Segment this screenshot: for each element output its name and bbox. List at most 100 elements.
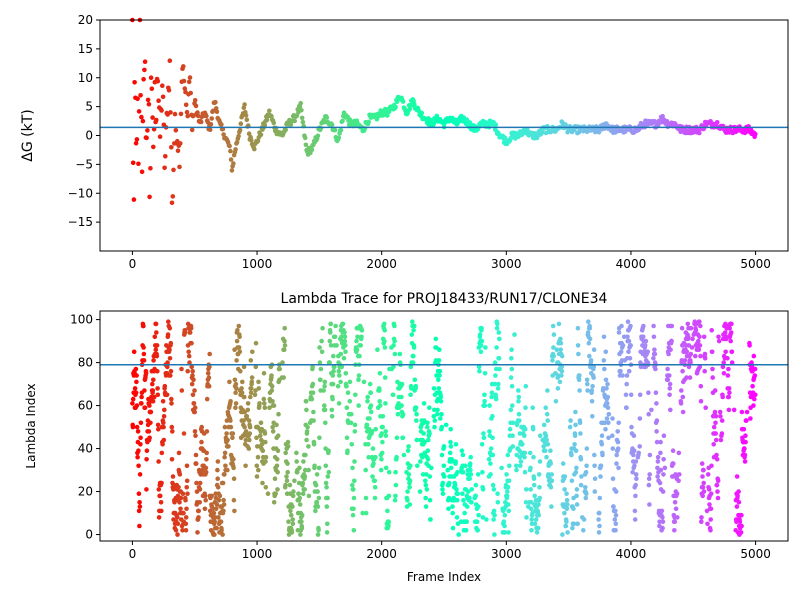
lambda-point — [156, 459, 161, 464]
lambda-point — [421, 431, 426, 436]
lambda-point — [611, 504, 616, 509]
lambda-point — [148, 409, 154, 415]
lambda-point — [495, 491, 500, 497]
lambda-point — [439, 452, 445, 458]
lambda-point — [649, 407, 654, 413]
lambda-point — [597, 523, 602, 529]
lambda-point — [535, 525, 541, 531]
lambda-point — [480, 469, 485, 475]
lambda-point — [480, 487, 486, 492]
delta-g-point — [238, 121, 244, 126]
lambda-point — [641, 323, 646, 329]
lambda-point — [271, 403, 277, 408]
lambda-point — [743, 433, 748, 439]
delta-g-point — [182, 86, 188, 91]
lambda-point — [342, 334, 348, 340]
lambda-point — [394, 454, 399, 460]
lambda-point — [334, 343, 339, 348]
delta-g-point — [189, 127, 195, 133]
lambda-point — [436, 386, 442, 391]
delta-g-point — [539, 130, 545, 135]
lambda-point — [528, 487, 533, 492]
lambda-point — [665, 377, 671, 383]
lambda-point — [459, 448, 465, 454]
lambda-point — [682, 358, 688, 363]
lambda-point — [354, 347, 360, 353]
lambda-point — [309, 396, 315, 402]
lambda-point — [487, 429, 492, 434]
lambda-point — [297, 465, 302, 471]
lambda-point — [711, 442, 716, 447]
lambda-point — [219, 528, 224, 533]
lambda-point — [570, 525, 575, 531]
lambda-point — [448, 426, 454, 432]
lambda-point — [234, 358, 239, 363]
lambda-point — [383, 433, 389, 439]
delta-g-point — [283, 127, 289, 133]
lambda-point — [156, 426, 161, 432]
delta-g-point — [227, 143, 232, 149]
lambda-point — [660, 519, 666, 524]
lambda-point — [275, 448, 281, 454]
lambda-point — [297, 502, 303, 507]
lambda-point — [203, 497, 208, 503]
lambda-point — [628, 392, 634, 398]
lambda-point — [185, 491, 190, 497]
lambda-point — [207, 351, 212, 357]
lambda-point — [700, 493, 705, 499]
delta-g-point — [142, 67, 147, 73]
delta-g-point — [525, 127, 530, 132]
lambda-point — [263, 459, 268, 464]
lambda-point — [405, 448, 411, 454]
lambda-point — [192, 388, 197, 393]
lambda-point — [738, 530, 744, 535]
lambda-point — [475, 528, 481, 533]
lambda-point — [130, 401, 135, 406]
lambda-point — [467, 495, 472, 501]
lambda-points — [130, 319, 758, 537]
delta-g-point — [133, 141, 139, 146]
lambda-point — [285, 444, 291, 449]
lambda-point — [377, 388, 382, 393]
lambda-point — [244, 414, 250, 419]
delta-g-point — [184, 109, 190, 115]
lambda-point — [481, 431, 486, 436]
lambda-point — [239, 390, 245, 396]
lambda-point — [152, 334, 158, 340]
lambda-point — [576, 377, 582, 383]
lambda-point — [225, 467, 230, 473]
lambda-point — [583, 495, 589, 501]
lambda-point — [154, 330, 159, 335]
lambda-point — [557, 379, 563, 385]
lambda-point — [177, 500, 182, 505]
lambda-point — [212, 519, 217, 524]
lambda-panel: 0 1000 2000 3000 4000 5000 0 20 40 60 80 100 Lambd… — [24, 291, 789, 584]
lambda-point — [537, 459, 543, 464]
delta-g-panel: 0 1000 2000 3000 4000 5000 −15 −10 −5 0 5 10 15 20 Δ… — [20, 13, 789, 271]
lambda-point — [440, 491, 446, 497]
lambda-point — [314, 500, 320, 505]
lambda-point — [246, 418, 252, 423]
lambda-point — [481, 435, 487, 441]
lambda-point — [719, 431, 725, 436]
delta-g-point — [139, 114, 144, 120]
lambda-point — [567, 424, 573, 430]
lambda-point — [587, 325, 593, 331]
lambda-point — [548, 448, 553, 454]
lambda-point — [336, 401, 342, 406]
lambda-point — [625, 334, 630, 340]
lambda-point — [714, 457, 720, 462]
lambda-point — [469, 500, 474, 505]
lambda-point — [288, 512, 294, 518]
lambda-point — [680, 368, 685, 374]
lambda-point — [173, 528, 179, 533]
lambda-point — [536, 512, 541, 518]
lambda-point — [332, 334, 338, 340]
lambda-point — [620, 373, 625, 378]
lambda-point — [168, 373, 173, 378]
lambda-point — [231, 476, 237, 482]
lambda-point — [413, 405, 419, 411]
lambda-point — [564, 497, 570, 503]
delta-g-point — [299, 115, 305, 121]
lambda-point — [697, 334, 702, 340]
